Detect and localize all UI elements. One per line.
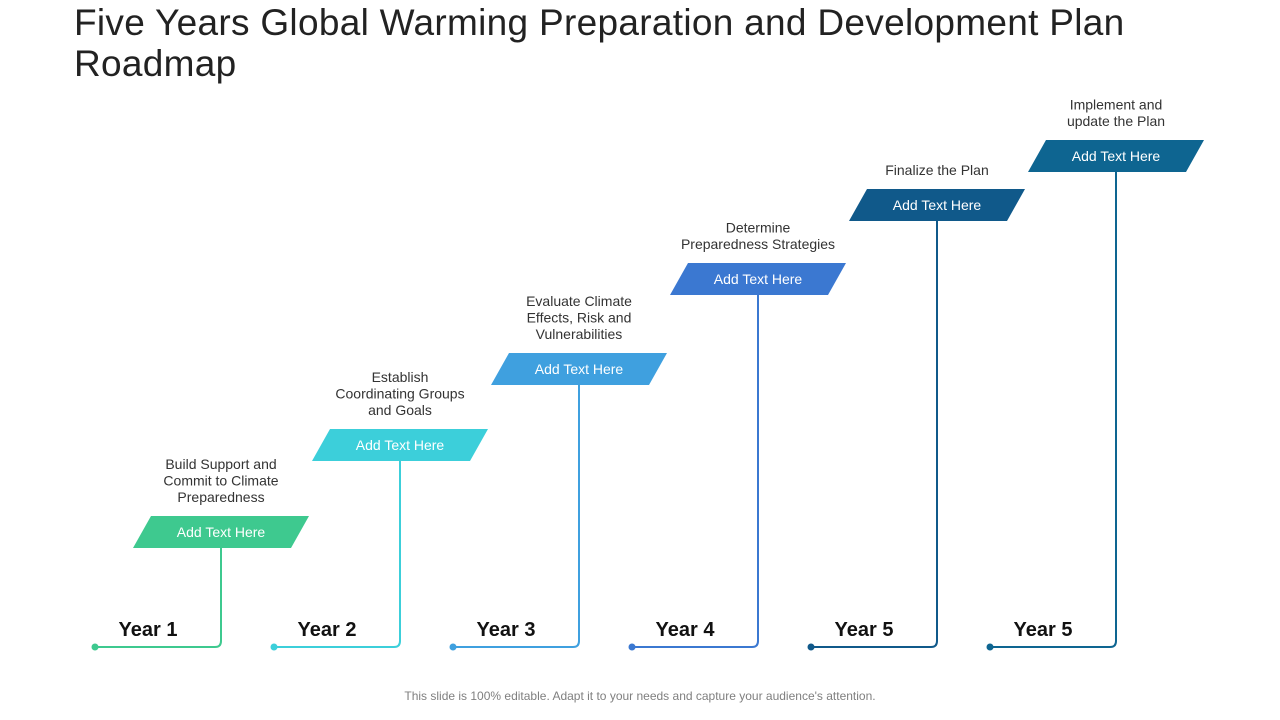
step-box — [1028, 140, 1204, 172]
roadmap-step-2: Year 2 Add Text Here EstablishCoordinating… — [270, 369, 488, 651]
step-start-dot — [628, 643, 636, 651]
step-description-line: Evaluate Climate — [526, 293, 632, 309]
step-description-line: Preparedness — [177, 489, 264, 505]
year-label: Year 5 — [1014, 619, 1073, 641]
step-description-line: Establish — [372, 369, 429, 385]
step-connector-line — [95, 548, 222, 648]
step-connector-line — [453, 385, 580, 648]
step-start-dot — [270, 643, 278, 651]
step-box-label: Add Text Here — [893, 197, 982, 213]
step-description-line: Implement and — [1070, 97, 1163, 113]
slide-title: Five Years Global Warming Preparation an… — [74, 2, 1125, 84]
step-connector-line — [274, 461, 401, 648]
step-box — [849, 189, 1025, 221]
step-description-line: Coordinating Groups — [335, 386, 464, 402]
step-start-dot — [91, 643, 99, 651]
step-connector-line — [811, 221, 938, 648]
step-start-dot — [449, 643, 457, 651]
year-label: Year 5 — [835, 619, 894, 641]
year-label: Year 2 — [298, 619, 357, 641]
roadmap-step-4: Year 4 Add Text Here DeterminePreparedness… — [628, 220, 846, 651]
year-label: Year 1 — [119, 619, 178, 641]
step-description-line: Build Support and — [165, 456, 276, 472]
step-box-label: Add Text Here — [714, 271, 803, 287]
roadmap-step-1: Year 1 Add Text Here Build Support andComm… — [91, 456, 309, 651]
step-description-line: Vulnerabilities — [536, 326, 623, 342]
year-label: Year 4 — [656, 619, 716, 641]
step-description-line: Preparedness Strategies — [681, 236, 835, 252]
step-box-label: Add Text Here — [177, 524, 266, 540]
step-box-label: Add Text Here — [535, 361, 624, 377]
step-description-line: Determine — [726, 220, 791, 236]
step-description-line: Finalize the Plan — [885, 162, 989, 178]
step-description-line: Commit to Climate — [163, 473, 278, 489]
step-box — [491, 353, 667, 385]
step-box-label: Add Text Here — [1072, 148, 1161, 164]
step-description-line: and Goals — [368, 402, 432, 418]
step-description-line: Effects, Risk and — [527, 310, 632, 326]
year-label: Year 3 — [477, 619, 536, 641]
step-box — [133, 516, 309, 548]
roadmap-step-5: Year 5 Add Text Here Finalize the Plan — [807, 162, 1025, 651]
step-box — [670, 263, 846, 295]
step-box — [312, 429, 488, 461]
step-description-line: update the Plan — [1067, 113, 1165, 129]
step-start-dot — [807, 643, 815, 651]
step-connector-line — [990, 172, 1117, 648]
roadmap-step-3: Year 3 Add Text Here Evaluate ClimateEffec… — [449, 293, 667, 651]
step-start-dot — [986, 643, 994, 651]
step-box-label: Add Text Here — [356, 437, 445, 453]
step-connector-line — [632, 295, 759, 648]
footer-note: This slide is 100% editable. Adapt it to… — [404, 689, 876, 703]
